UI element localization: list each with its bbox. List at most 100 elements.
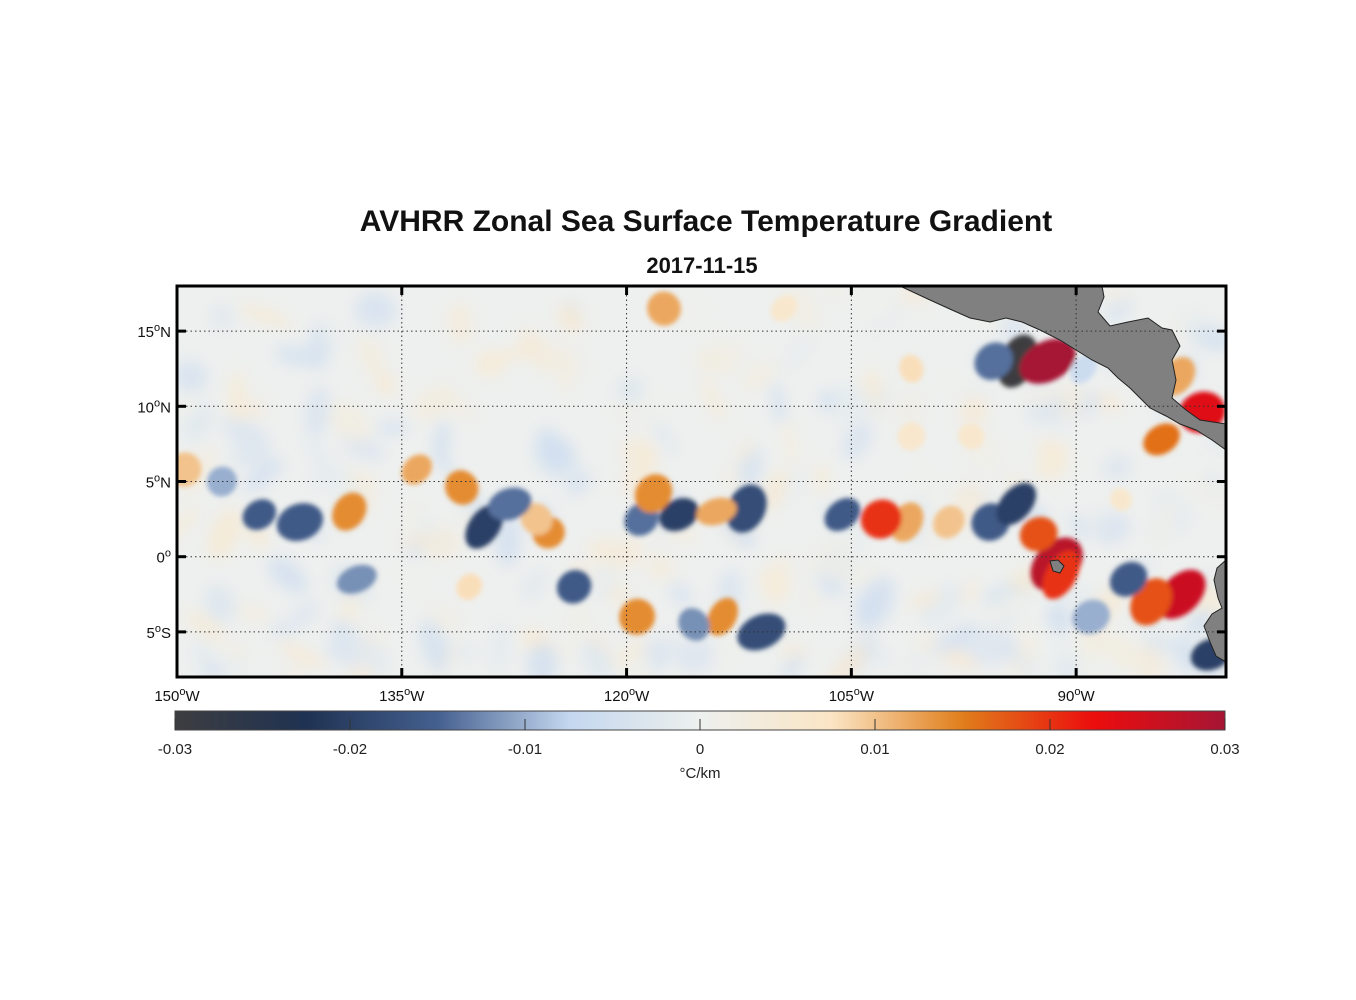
texture-blob xyxy=(246,523,270,548)
gradient-feature xyxy=(276,503,324,542)
gradient-feature xyxy=(487,487,532,521)
texture-blob xyxy=(495,345,534,362)
texture-blob xyxy=(551,629,579,672)
gradient-feature xyxy=(974,342,1013,381)
texture-blob xyxy=(521,568,548,601)
lon-label: 150oW xyxy=(154,686,200,705)
frame-ticks xyxy=(175,286,1226,677)
land-central-america xyxy=(899,286,1226,451)
texture-blob xyxy=(699,379,728,421)
gradient-feature xyxy=(737,613,786,651)
gradient-feature xyxy=(401,454,432,485)
texture-blob xyxy=(1067,513,1090,539)
gradient-feature xyxy=(556,570,592,604)
gradient-feature xyxy=(696,497,737,526)
map-panel: 150oW 135oW 120oW 105oW 90oW 15oN 10oN 5oN 0o 5o… xyxy=(137,284,1228,705)
texture-blob xyxy=(612,637,647,669)
texture-blob xyxy=(597,506,619,538)
texture-blob xyxy=(229,444,271,469)
texture-blob xyxy=(268,556,308,595)
lat-label: 10oN xyxy=(137,397,171,416)
texture-blob xyxy=(192,638,214,676)
texture-blob xyxy=(1168,459,1196,481)
texture-blob xyxy=(488,622,511,674)
gradient-feature xyxy=(1109,561,1148,597)
gradient-feature xyxy=(336,564,377,594)
texture-blob xyxy=(920,583,962,626)
gradient-feature xyxy=(634,474,673,513)
texture-blob xyxy=(829,565,883,585)
texture-blob xyxy=(447,301,473,346)
texture-blob xyxy=(1025,401,1053,425)
gradient-feature xyxy=(1019,516,1058,552)
gradient-feature xyxy=(659,498,699,532)
texture-blob xyxy=(319,323,352,346)
texture-blob xyxy=(1098,286,1131,305)
texture-blob xyxy=(1089,509,1111,532)
texture-blob xyxy=(587,565,618,600)
texture-blob xyxy=(557,303,584,334)
texture-blob xyxy=(1193,477,1226,509)
gradient-feature xyxy=(647,291,681,326)
texture-blob xyxy=(412,388,452,421)
texture-blob xyxy=(272,588,299,625)
texture-blob xyxy=(614,400,641,424)
lon-label: 135oW xyxy=(379,686,425,705)
texture-blob xyxy=(741,643,778,674)
gradient-feature xyxy=(1072,599,1110,635)
texture-blob xyxy=(857,575,895,628)
texture-blob xyxy=(804,588,818,611)
texture-blob xyxy=(740,360,777,392)
texture-blob xyxy=(780,654,804,677)
texture-blob xyxy=(916,465,942,509)
texture-blob xyxy=(940,374,967,393)
texture-blob xyxy=(1035,449,1069,481)
texture-blob xyxy=(238,304,292,327)
texture-blob xyxy=(388,559,426,591)
texture-blob xyxy=(862,286,899,321)
texture-blob xyxy=(867,302,908,337)
texture-blob xyxy=(736,440,754,462)
texture-blob xyxy=(770,381,787,424)
texture-blob xyxy=(225,643,248,660)
texture-blob xyxy=(675,638,715,673)
map-subtitle: 2017-11-15 xyxy=(646,253,758,278)
texture-blob xyxy=(721,339,744,377)
latitude-labels: 15oN 10oN 5oN 0o 5oS xyxy=(137,322,171,642)
texture-blob xyxy=(221,415,271,454)
texture-blob xyxy=(271,601,319,638)
gradient-feature xyxy=(177,452,202,487)
gradient-feature xyxy=(1110,488,1132,511)
texture-blob xyxy=(329,400,371,443)
gradient-feature xyxy=(1070,353,1098,384)
texture-blob xyxy=(565,603,592,633)
colorbar: -0.03 -0.02 -0.01 0 0.01 0.02 0.03 °C/km xyxy=(158,710,1240,782)
texture-blob xyxy=(338,592,362,625)
texture-blob xyxy=(303,430,333,480)
texture-blob xyxy=(420,618,449,673)
texture-blob xyxy=(841,420,873,461)
gradient-feature xyxy=(619,598,656,635)
land-galapagos xyxy=(1049,559,1065,574)
lon-label: 90oW xyxy=(1058,686,1096,705)
gradient-feature xyxy=(706,597,739,636)
texture-blob xyxy=(953,482,987,516)
texture-blob xyxy=(527,642,558,677)
colorbar-ticks: -0.03 -0.02 -0.01 0 0.01 0.02 0.03 xyxy=(158,719,1240,758)
texture-blob xyxy=(177,360,208,393)
graticule xyxy=(177,286,1226,677)
texture-blob xyxy=(204,584,236,623)
texture-blob xyxy=(908,591,942,608)
texture-blob xyxy=(1046,603,1073,635)
texture-blob xyxy=(892,390,925,425)
texture-blob xyxy=(207,508,243,559)
texture-blob xyxy=(582,639,613,677)
texture-blob xyxy=(984,592,1029,622)
gradient-feature xyxy=(897,422,926,451)
gradient-feature xyxy=(996,482,1037,526)
gradient-feature xyxy=(242,499,277,530)
texture-blob xyxy=(784,286,820,329)
lat-label: 15oN xyxy=(137,322,171,341)
gradient-feature xyxy=(1143,423,1180,456)
